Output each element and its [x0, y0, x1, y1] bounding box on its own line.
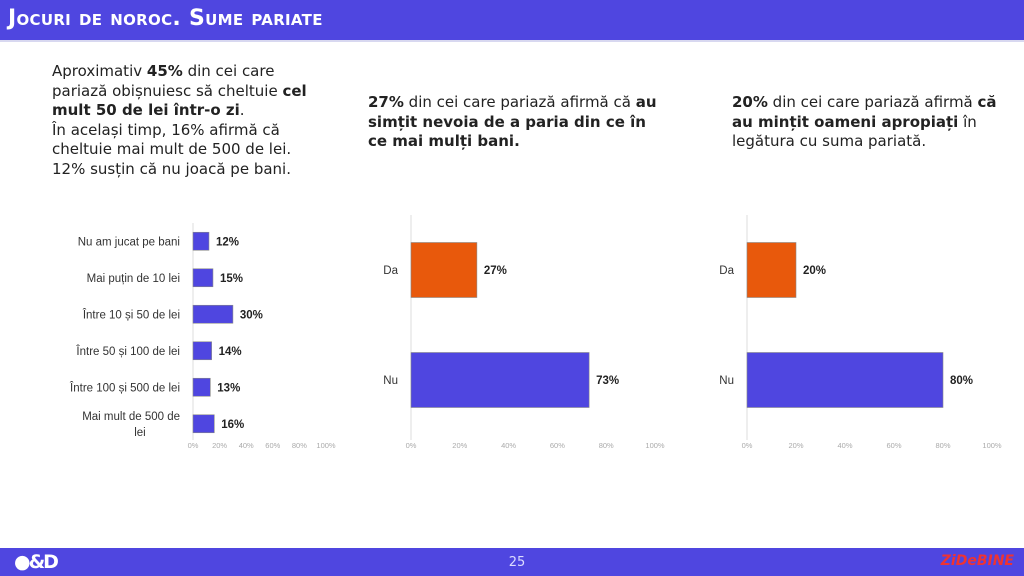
x-tick-label: 0%: [406, 441, 417, 450]
x-tick-label: 0%: [742, 441, 753, 450]
x-tick-label: 40%: [239, 441, 254, 450]
text-segment: în legătura cu suma pariată.: [732, 112, 977, 151]
category-label: Da: [719, 265, 734, 277]
data-label: 20%: [803, 265, 826, 277]
category-label: lei: [134, 427, 146, 439]
summary-text-3: 20% din cei care pariază afirmă că au mi…: [732, 93, 1017, 152]
text-segment: din cei care pariază afirmă că: [403, 93, 636, 111]
bar: [192, 304, 234, 324]
text-segment: 20%: [732, 93, 768, 111]
text-segment: .: [239, 101, 245, 119]
bar: [192, 268, 214, 288]
category-label: Nu: [383, 375, 398, 387]
category-label: Mai puțin de 10 lei: [87, 273, 180, 285]
text-segment: 27%: [368, 93, 404, 111]
header-bar: Jocuri de noroc. Sume pariate: [0, 0, 1024, 42]
category-label: Nu am jucat pe bani: [78, 236, 180, 248]
x-tick-label: 100%: [316, 441, 336, 450]
text-segment: că au mințit oameni apropiați: [732, 93, 997, 131]
data-label: 73%: [596, 375, 619, 387]
category-label: Mai mult de 500 de: [82, 411, 180, 423]
chart-need-more-money: Da 27% Nu 73% 0% 20% 40% 60% 80% 100%: [383, 215, 665, 450]
page-number: 25: [508, 555, 526, 570]
bar: [192, 414, 215, 434]
x-tick-label: 80%: [935, 441, 950, 450]
category-label: Între 10 și 50 de lei: [82, 308, 180, 321]
chart-lied: Da 20% Nu 80% 0% 20% 40% 60% 80% 100%: [719, 215, 1002, 450]
text-segment: au simțit nevoia de a paria din ce în ce…: [368, 93, 657, 150]
x-tick-label: 20%: [788, 441, 803, 450]
logo-cd: ●&D: [14, 551, 59, 573]
category-label: Între 50 și 100 de lei: [75, 345, 180, 358]
x-tick-label: 20%: [452, 441, 467, 450]
data-label: 13%: [217, 382, 240, 394]
data-label: 15%: [220, 273, 243, 285]
data-label: 12%: [216, 236, 239, 248]
data-label: 27%: [484, 265, 507, 277]
text-segment: 12% susțin că nu joacă pe bani.: [52, 159, 291, 178]
x-tick-label: 100%: [982, 441, 1002, 450]
page-title: Jocuri de noroc. Sume pariate: [8, 6, 323, 31]
category-label: Nu: [719, 375, 734, 387]
bar: [410, 352, 590, 408]
x-tick-label: 40%: [837, 441, 852, 450]
bar: [746, 352, 944, 408]
logo-zidebine: ZiDeBINE: [940, 553, 1014, 569]
category-label: Între 100 și 500 de lei: [69, 381, 180, 394]
data-label: 14%: [219, 346, 242, 358]
bar: [192, 377, 211, 397]
text-segment: din cei care pariază afirmă: [767, 93, 978, 111]
x-tick-label: 100%: [645, 441, 665, 450]
chart-spending: Nu am jucat pe bani 12% Mai puțin de 10 le…: [69, 223, 336, 450]
data-label: 30%: [240, 309, 263, 321]
text-segment: cel mult 50 de lei într-o zi: [52, 81, 307, 120]
summary-text-2: 27% din cei care pariază afirmă că au si…: [368, 93, 668, 152]
x-tick-label: 60%: [550, 441, 565, 450]
x-tick-label: 40%: [501, 441, 516, 450]
x-tick-label: 80%: [599, 441, 614, 450]
bar: [192, 231, 210, 251]
bar: [192, 341, 212, 361]
text-segment: Aproximativ: [52, 62, 147, 80]
x-tick-label: 0%: [188, 441, 199, 450]
category-label: Da: [383, 265, 398, 277]
data-label: 16%: [221, 419, 244, 431]
footer-bar: ●&D 25 ZiDeBINE: [0, 548, 1024, 576]
data-label: 80%: [950, 375, 973, 387]
x-tick-label: 60%: [265, 441, 280, 450]
x-tick-label: 20%: [212, 441, 227, 450]
bar: [410, 242, 478, 298]
x-tick-label: 80%: [292, 441, 307, 450]
bar: [746, 242, 797, 298]
text-segment: din cei care pariază obișnuiesc să chelt…: [52, 62, 283, 100]
text-segment: În același timp, 16% afirmă că cheltuie …: [52, 120, 292, 159]
summary-text-1: Aproximativ 45% din cei care pariază obi…: [52, 62, 327, 179]
text-segment: 45%: [146, 62, 183, 80]
x-tick-label: 60%: [886, 441, 901, 450]
